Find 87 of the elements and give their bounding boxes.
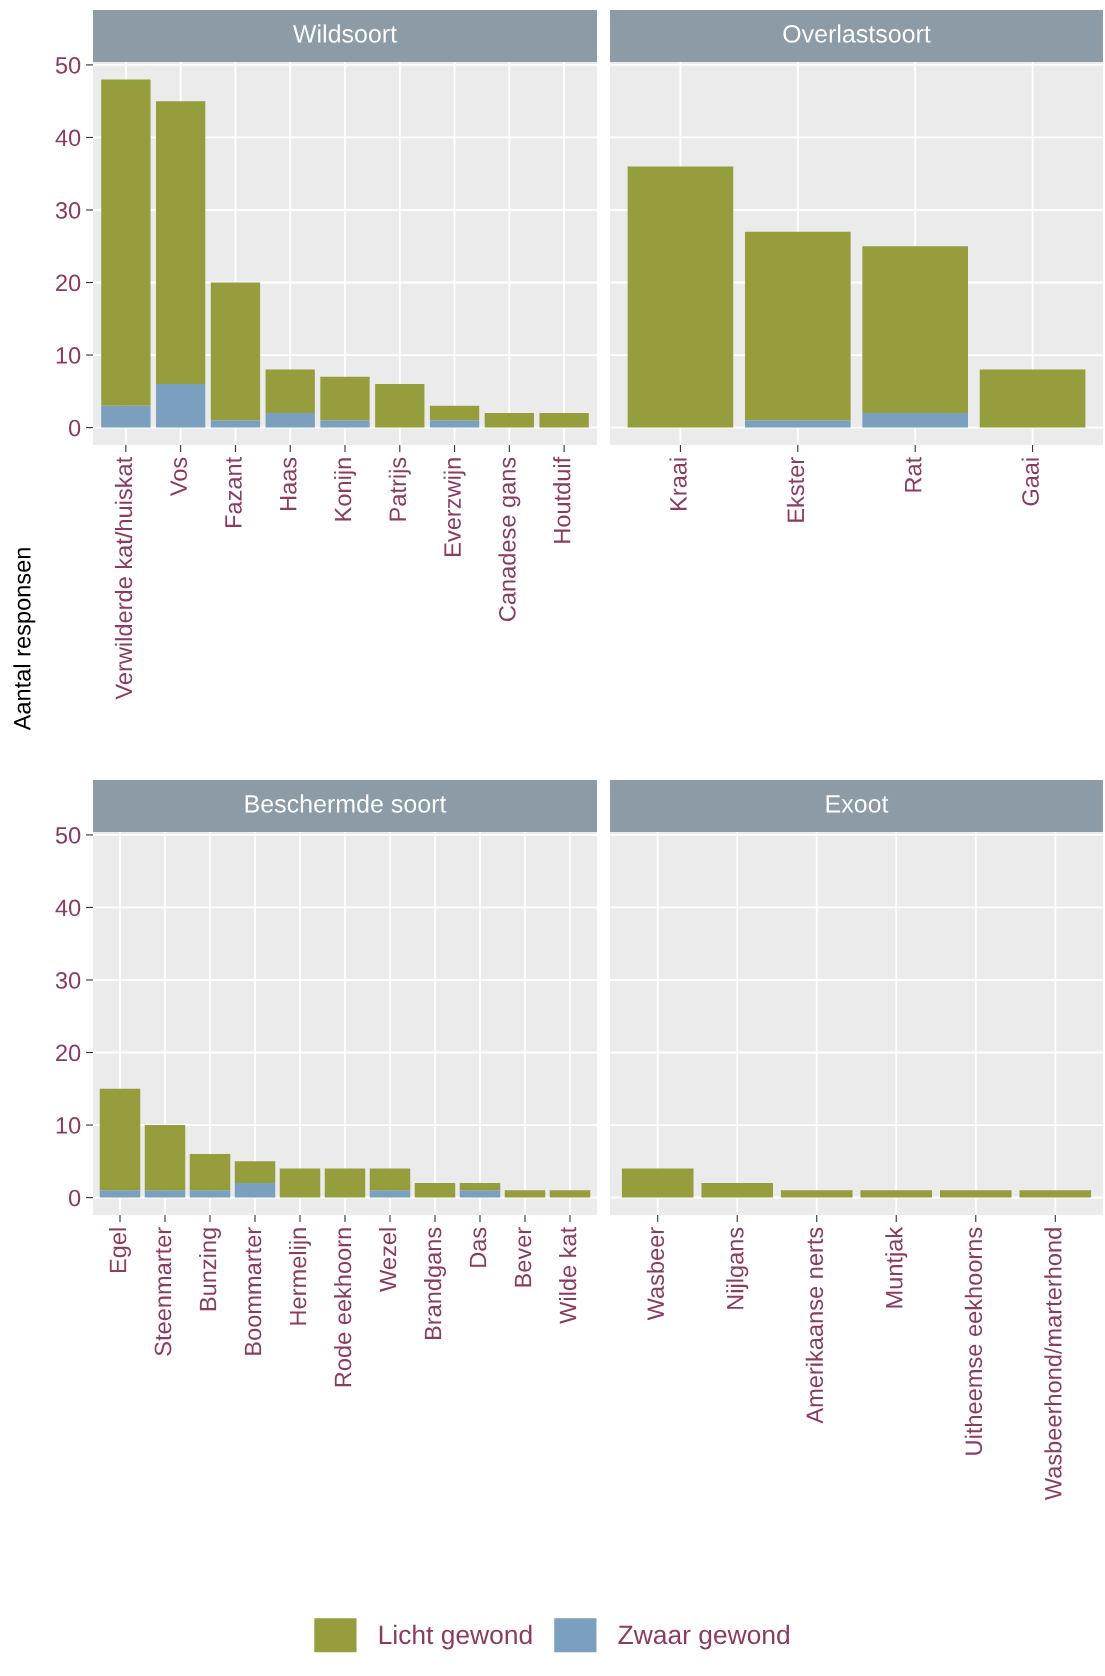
bar xyxy=(101,405,151,428)
bar xyxy=(189,1190,231,1198)
y-tick-label: 20 xyxy=(56,1044,81,1062)
bar xyxy=(320,376,370,421)
chart-title: Overlastsoort xyxy=(783,24,931,43)
bar xyxy=(156,101,206,385)
x-tick-label: Nijlgans xyxy=(726,1227,749,1309)
x-tick-label: Boommarter xyxy=(244,1227,262,1355)
bar xyxy=(369,1168,411,1191)
bar xyxy=(862,413,969,428)
bar xyxy=(234,1161,276,1184)
chart-title: Exoot xyxy=(826,795,889,813)
x-tick-label: Brandgans xyxy=(424,1227,447,1340)
x-tick-label: Rode eekhoorn xyxy=(334,1228,352,1387)
bar xyxy=(744,420,851,428)
y-tick-label: 50 xyxy=(55,56,81,74)
x-tick-label: Hermelijn xyxy=(289,1228,311,1325)
bar xyxy=(549,1190,591,1198)
x-tick-label: Verwilderde kat/huiskat xyxy=(114,456,133,700)
y-tick-label: 30 xyxy=(55,972,81,989)
y-tick-label: 40 xyxy=(55,129,81,147)
bar xyxy=(265,413,315,428)
x-tick-label: Houtduif xyxy=(553,456,571,543)
x-tick-label: Kraai xyxy=(669,458,687,510)
chart-title: Wildsoort xyxy=(293,24,397,43)
x-tick-label: Amerikaanse nerts xyxy=(805,1227,824,1424)
x-tick-label: Egel xyxy=(109,1228,132,1273)
bar xyxy=(210,420,261,428)
legend-label: Zwaar gewond xyxy=(618,1624,789,1650)
x-tick-label: Bunzing xyxy=(199,1228,222,1311)
bar xyxy=(156,384,206,428)
x-tick-label: Everzwijn xyxy=(443,458,466,556)
y-tick-label: 50 xyxy=(55,826,81,844)
y-tick-label: 10 xyxy=(56,1117,81,1134)
bar xyxy=(279,1168,321,1198)
bar xyxy=(320,420,370,428)
bar xyxy=(429,420,480,428)
bar xyxy=(862,246,969,414)
y-tick-label: 0 xyxy=(68,1189,81,1207)
x-tick-label: Wilde kat xyxy=(558,1226,577,1324)
bar xyxy=(265,369,315,414)
chart-title: Beschermde soort xyxy=(245,794,447,813)
bar xyxy=(99,1190,141,1198)
x-tick-label: Vos xyxy=(170,457,187,497)
bar xyxy=(144,1190,186,1198)
x-tick-label: Haas xyxy=(280,457,297,510)
x-tick-label: Steenmarter xyxy=(154,1227,172,1356)
x-tick-label: Fazant xyxy=(225,456,242,528)
bar xyxy=(189,1154,231,1191)
bar xyxy=(429,405,480,421)
bar xyxy=(459,1183,501,1191)
y-tick-label: 30 xyxy=(55,202,81,219)
x-tick-label: Rat xyxy=(905,456,922,492)
x-tick-label: Canadese gans xyxy=(498,457,521,621)
y-tick-label: 40 xyxy=(55,899,81,917)
x-tick-label: Wasbeerhond/marterhond xyxy=(1044,1228,1062,1501)
y-tick-label: 0 xyxy=(68,419,81,437)
x-tick-label: Konijn xyxy=(334,458,357,521)
bar xyxy=(744,231,851,421)
x-tick-label: Wezel xyxy=(379,1228,397,1292)
y-axis-title: Aantal responsen xyxy=(13,548,36,731)
bar xyxy=(324,1168,366,1198)
bar xyxy=(414,1183,456,1198)
bar xyxy=(99,1088,141,1191)
bar xyxy=(234,1183,276,1198)
y-tick-label: 20 xyxy=(56,274,81,292)
y-tick-label: 10 xyxy=(56,347,81,364)
bar xyxy=(504,1190,546,1198)
bar xyxy=(979,369,1086,428)
bar xyxy=(369,1190,411,1198)
bar xyxy=(375,384,425,428)
bar xyxy=(101,79,151,406)
bar xyxy=(484,413,534,428)
x-tick-label: Bever xyxy=(514,1227,532,1287)
x-tick-label: Wasbeer xyxy=(646,1227,665,1321)
x-tick-label: Ekster xyxy=(786,457,805,522)
x-tick-label: Uitheemse eekhoorns xyxy=(964,1227,983,1455)
bar xyxy=(210,282,261,421)
legend-label: Licht gewond xyxy=(379,1624,532,1650)
x-tick-label: Das xyxy=(469,1227,487,1267)
bar xyxy=(459,1190,501,1198)
x-tick-label: Gaai xyxy=(1021,458,1039,506)
x-tick-label: Muntjak xyxy=(885,1226,908,1308)
bar xyxy=(144,1125,186,1191)
bar xyxy=(539,413,589,428)
bar xyxy=(627,166,734,428)
x-tick-label: Patrijs xyxy=(388,457,411,521)
